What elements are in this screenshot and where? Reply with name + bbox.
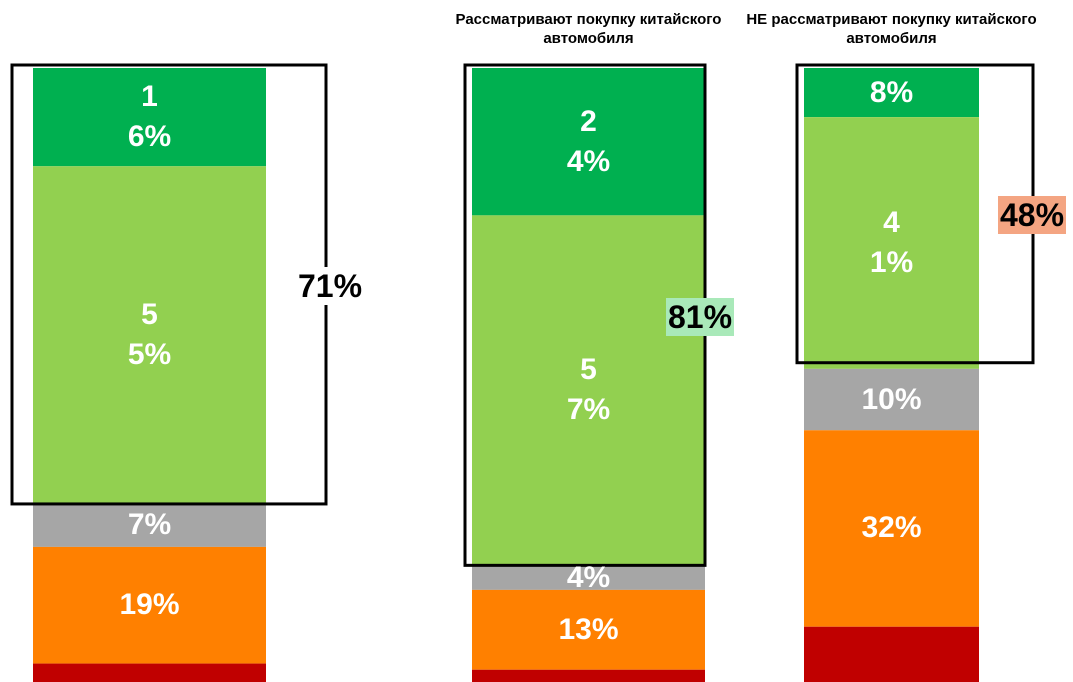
bar-segment bbox=[804, 117, 979, 369]
bar-segment bbox=[804, 68, 979, 118]
bar-segment bbox=[472, 68, 705, 216]
total-label: 48% bbox=[998, 196, 1067, 235]
data-label: 55% bbox=[127, 298, 172, 372]
data-label: 24% bbox=[566, 104, 611, 178]
bar-segment bbox=[804, 430, 979, 627]
bar-segment bbox=[804, 626, 979, 682]
data-label: 57% bbox=[566, 353, 611, 427]
bar-segment bbox=[33, 546, 266, 664]
data-label: 41% bbox=[869, 205, 914, 279]
data-label: 13% bbox=[558, 612, 619, 646]
data-label: 7% bbox=[127, 508, 172, 542]
bar-segment bbox=[472, 565, 705, 590]
data-label: 10% bbox=[861, 382, 922, 416]
bar-segment bbox=[804, 368, 979, 431]
data-label: 8% bbox=[869, 75, 914, 109]
total-label: 81% bbox=[666, 297, 735, 336]
data-label: 4% bbox=[566, 560, 611, 594]
data-label: 19% bbox=[119, 588, 180, 622]
bar-segment bbox=[33, 68, 266, 167]
data-label: 32% bbox=[861, 511, 922, 545]
bar-segment bbox=[33, 663, 266, 682]
bar-segment bbox=[472, 669, 705, 682]
bar-segment bbox=[33, 166, 266, 504]
data-label: 16% bbox=[127, 80, 172, 154]
bar-segment bbox=[33, 503, 266, 547]
category-label: НЕ рассматривают покупку китайского авто… bbox=[746, 11, 1037, 47]
bar-segment bbox=[472, 215, 705, 566]
category-label: Рассматривают покупку китайского автомоб… bbox=[455, 11, 722, 47]
total-label: 71% bbox=[296, 266, 365, 305]
bar-segment bbox=[472, 589, 705, 670]
